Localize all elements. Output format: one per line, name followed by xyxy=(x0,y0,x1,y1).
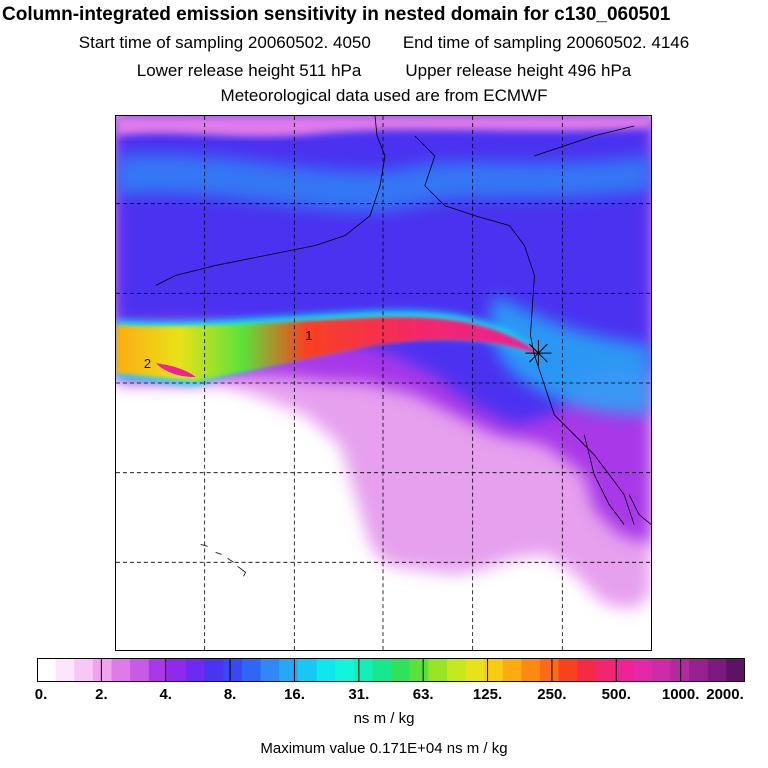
colorbar-cell xyxy=(428,658,448,682)
colorbar-cell xyxy=(521,658,541,682)
colorbar-cell xyxy=(446,658,467,682)
colorbar-cell xyxy=(111,658,131,682)
colorbar-cell xyxy=(689,658,709,682)
colorbar-tick: 63. xyxy=(412,686,434,703)
colorbar-tick: 31. xyxy=(348,686,370,703)
colorbar-tick: 2. xyxy=(95,686,108,703)
colorbar-tick: 500. xyxy=(601,686,631,703)
colorbar-cell xyxy=(409,658,429,682)
colorbar-cell xyxy=(633,658,653,682)
colorbar-cell xyxy=(595,658,616,682)
colorbar-cell xyxy=(241,658,262,682)
plume-peak xyxy=(155,363,196,378)
sampling-times: Start time of sampling 20060502. 4050 End… xyxy=(0,33,768,53)
colorbar-cell xyxy=(670,658,690,682)
sensitivity-upper-streak xyxy=(116,116,651,137)
colorbar-cell xyxy=(204,658,224,682)
colorbar-cell xyxy=(502,658,522,682)
colorbar-cell xyxy=(92,658,113,682)
release-heights: Lower release height 511 hPa Upper releas… xyxy=(0,61,768,81)
colorbar-cell xyxy=(167,658,187,682)
colorbar-cell xyxy=(614,658,634,682)
colorbar-cell xyxy=(465,658,485,682)
colorbar-cell xyxy=(130,658,150,682)
colorbar-cell xyxy=(260,658,280,682)
coastlines xyxy=(155,116,651,577)
end-time: End time of sampling 20060502. 4146 xyxy=(402,33,690,52)
colorbar-cell xyxy=(55,658,75,682)
colorbar-cell xyxy=(279,658,299,682)
grid-lines xyxy=(116,116,651,650)
colorbar-cell xyxy=(726,658,745,682)
colorbar-cell xyxy=(74,658,94,682)
colorbar-cell xyxy=(540,658,560,682)
colorbar-cell xyxy=(577,658,597,682)
colorbar-cell xyxy=(353,658,373,682)
maximum-value: Maximum value 0.171E+04 ns m / kg xyxy=(260,740,508,757)
colorbar-cell xyxy=(148,658,168,682)
colorbar-tick: 0. xyxy=(34,686,48,703)
colorbar-cell xyxy=(651,658,671,682)
upper-release-height: Upper release height 496 hPa xyxy=(405,61,632,80)
colorbar-cell xyxy=(316,658,336,682)
plume-label-2: 2 xyxy=(144,356,151,371)
lower-release-height: Lower release height 511 hPa xyxy=(136,61,362,80)
colorbar-tick: 16. xyxy=(284,686,305,703)
plume-label-1: 1 xyxy=(305,328,312,343)
emission-sensitivity-map: 1 2 xyxy=(115,115,652,651)
colorbar-tick-labels: 0. 2. 4. 8. 16. 31. 63. 125. 250. 500. 1000. 2000. xyxy=(0,686,768,706)
colorbar-cell xyxy=(372,658,392,682)
colorbar-tick: 4. xyxy=(159,686,172,703)
colorbar-unit: ns m / kg xyxy=(353,710,415,727)
colorbar-tick: 250. xyxy=(537,686,567,703)
colorbar-cell xyxy=(335,658,355,682)
colorbar-tick: 2000. xyxy=(706,686,744,703)
colorbar-tick: 8. xyxy=(223,686,237,703)
plume-core xyxy=(116,316,539,382)
colorbar-tick: 1000. xyxy=(661,686,700,703)
colorbar-cell xyxy=(707,658,727,682)
start-time: Start time of sampling 20060502. 4050 xyxy=(78,33,371,52)
colorbar-cell xyxy=(37,658,57,682)
colorbar-cell xyxy=(297,658,317,682)
colorbar-cell xyxy=(391,658,411,682)
colorbar-tick: 125. xyxy=(472,686,503,703)
colorbar-cell xyxy=(223,658,243,682)
met-data-source: Meteorological data used are from ECMWF xyxy=(220,86,548,105)
sensitivity-cyan-band-north xyxy=(116,154,651,212)
colorbar-cell xyxy=(558,658,578,682)
colorbar-cell xyxy=(484,658,504,682)
colorbar xyxy=(37,658,745,682)
colorbar-cell xyxy=(186,658,206,682)
page-title: Column-integrated emission sensitivity i… xyxy=(2,4,671,25)
release-point-marker xyxy=(525,340,552,367)
